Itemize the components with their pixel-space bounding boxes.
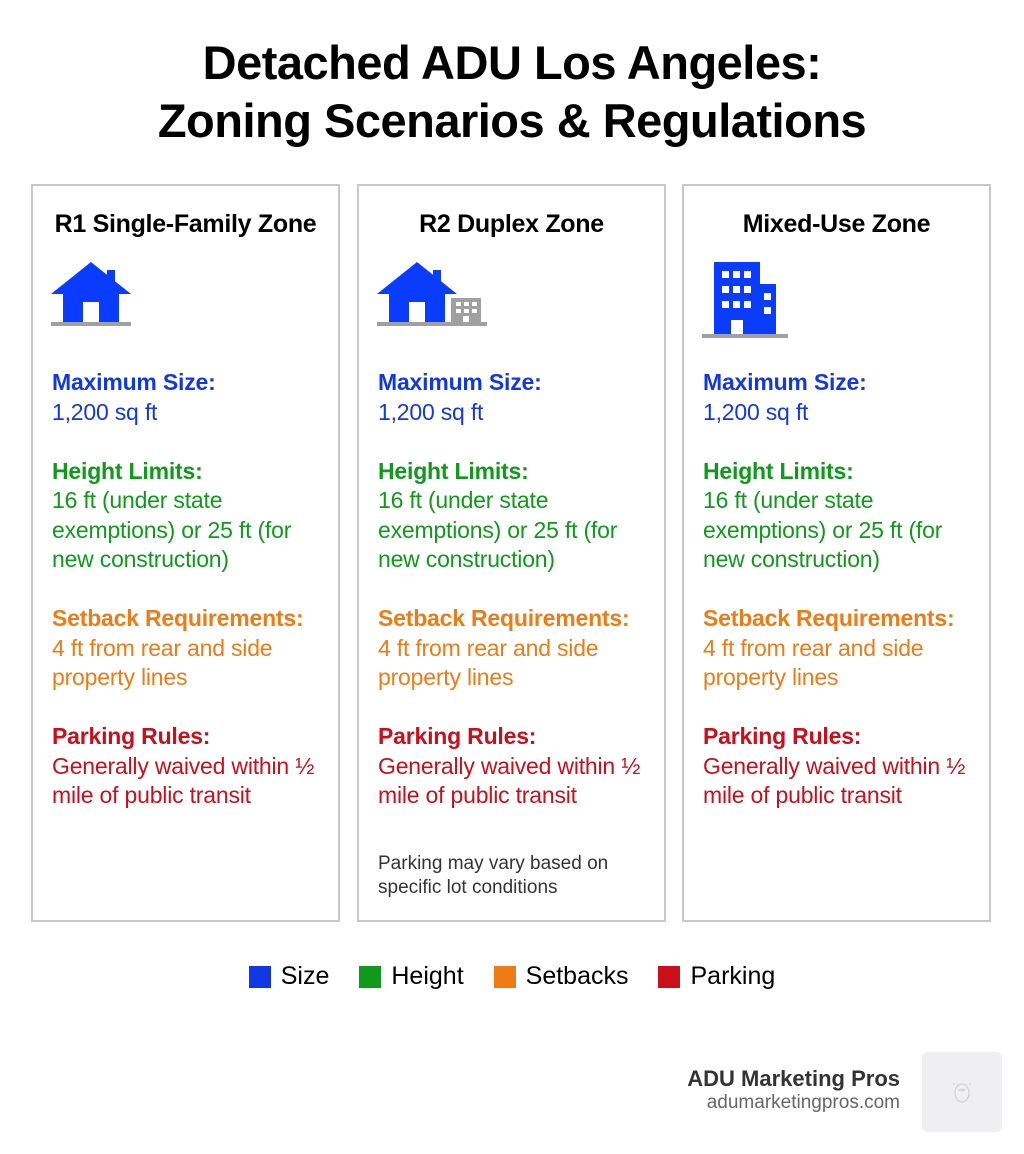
title-line-1: Detached ADU Los Angeles: bbox=[202, 36, 822, 89]
zone-title: Mixed-Use Zone bbox=[742, 210, 931, 238]
parking-swatch-icon bbox=[658, 965, 681, 988]
brand-block: ADU Marketing Pros adumarketingpros.com bbox=[687, 1066, 900, 1114]
page-title: Detached ADU Los Angeles: Zoning Scenari… bbox=[0, 34, 1024, 150]
legend-item-size: Size bbox=[248, 962, 329, 991]
max-size-section: Maximum Size: 1,200 sq ft bbox=[52, 369, 216, 425]
height-limits-section: Height Limits: 16 ft (under state exempt… bbox=[52, 457, 292, 573]
brand-name: ADU Marketing Pros bbox=[687, 1066, 900, 1091]
height-limits-section: Height Limits: 16 ft (under state exempt… bbox=[378, 457, 618, 573]
parking-section: Parking Rules: Generally waived within ½… bbox=[703, 723, 966, 808]
zone-card-mixed-use: Mixed-Use Zone Maximum Size: 1,200 sq ft… bbox=[682, 184, 991, 922]
height-limits-section: Height Limits: 16 ft (under state exempt… bbox=[703, 457, 943, 573]
size-swatch-icon bbox=[248, 965, 271, 988]
zone-title: R2 Duplex Zone bbox=[419, 210, 604, 238]
parking-note: Parking may vary based on specific lot c… bbox=[378, 853, 609, 898]
brand-logo bbox=[922, 1052, 1002, 1132]
setback-section: Setback Requirements: 4 ft from rear and… bbox=[52, 605, 304, 690]
max-size-section: Maximum Size: 1,200 sq ft bbox=[378, 369, 542, 425]
office-building-icon bbox=[702, 262, 788, 343]
height-swatch-icon bbox=[359, 965, 382, 988]
zone-card-r2: R2 Duplex Zone Maximum Size: 1,200 sq ft… bbox=[357, 184, 666, 922]
legend: Size Height Setbacks Parking bbox=[0, 962, 1024, 991]
parking-section: Parking Rules: Generally waived within ½… bbox=[378, 723, 641, 808]
house-icon bbox=[51, 262, 133, 331]
legend-item-height: Height bbox=[359, 962, 464, 991]
brand-url: adumarketingpros.com bbox=[706, 1092, 900, 1113]
parking-section: Parking Rules: Generally waived within ½… bbox=[52, 723, 315, 808]
legend-item-setbacks: Setbacks bbox=[493, 962, 628, 991]
title-line-2: Zoning Scenarios & Regulations bbox=[157, 94, 867, 147]
setback-section: Setback Requirements: 4 ft from rear and… bbox=[378, 605, 630, 690]
setbacks-swatch-icon bbox=[493, 965, 516, 988]
zone-card-r1: R1 Single-Family Zone Maximum Size: 1,20… bbox=[31, 184, 340, 922]
max-size-section: Maximum Size: 1,200 sq ft bbox=[703, 369, 867, 425]
legend-item-parking: Parking bbox=[658, 962, 775, 991]
setback-section: Setback Requirements: 4 ft from rear and… bbox=[703, 605, 955, 690]
logo-mascot-icon bbox=[953, 1083, 971, 1103]
house-with-building-icon bbox=[377, 262, 489, 331]
zone-title: R1 Single-Family Zone bbox=[54, 210, 317, 238]
